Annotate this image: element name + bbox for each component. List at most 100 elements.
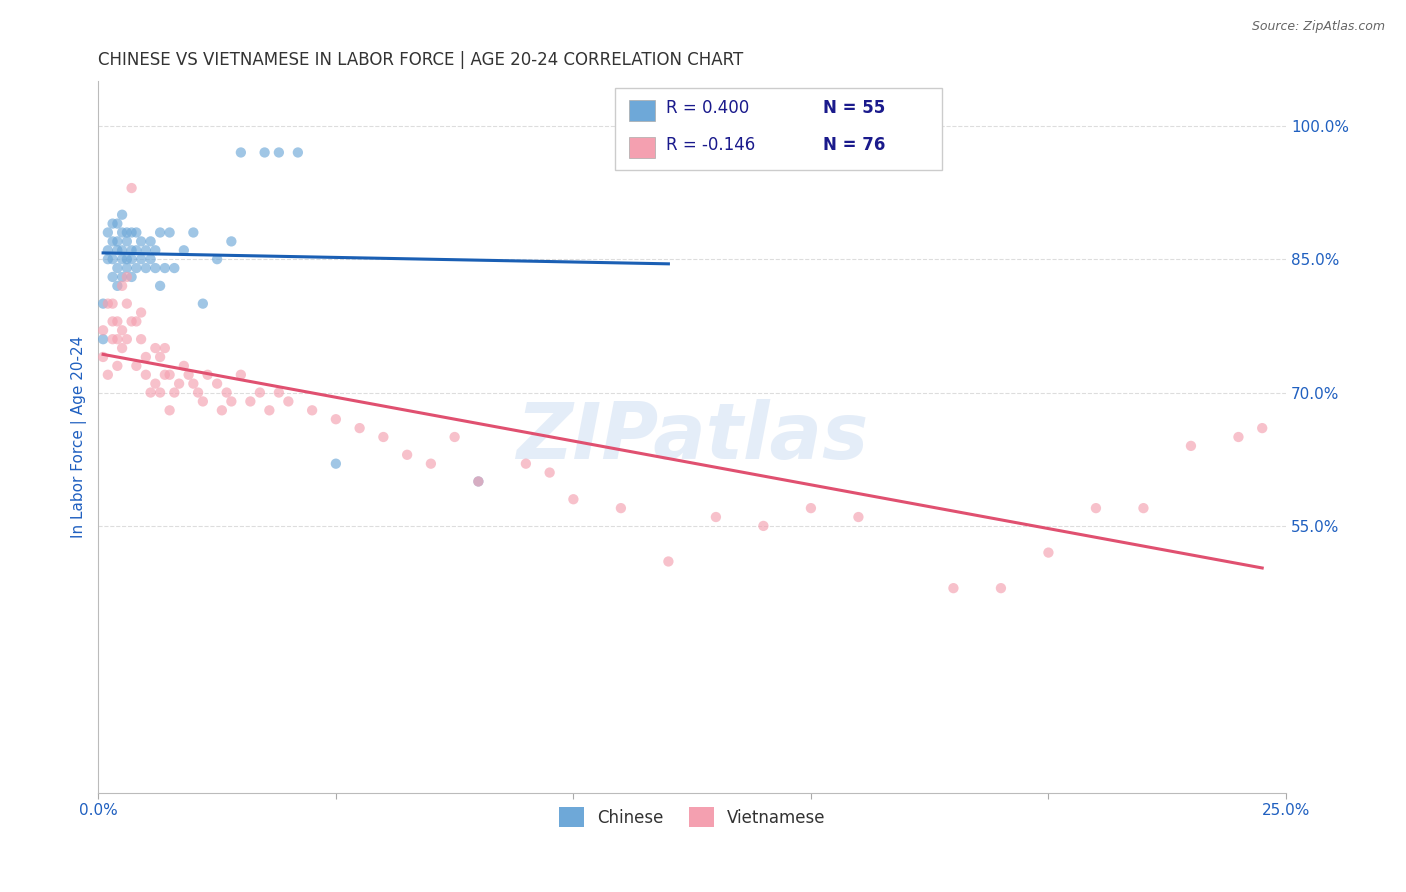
Point (97, 226, 120, 240)
Point (267, 385, 290, 400)
Point (173, 244, 195, 258)
Point (253, 145, 276, 160)
Point (149, 226, 172, 240)
Point (115, 261, 138, 276)
Point (990, 581, 1012, 595)
Point (373, 430, 395, 444)
Point (97, 296, 120, 310)
Point (167, 376, 190, 391)
Point (111, 341, 134, 355)
Point (139, 385, 162, 400)
Point (538, 466, 561, 480)
Point (942, 581, 965, 595)
Point (229, 368, 252, 382)
Point (101, 217, 124, 231)
Point (562, 492, 585, 507)
Point (115, 252, 138, 267)
Point (277, 394, 299, 409)
Point (105, 314, 128, 328)
Point (101, 235, 124, 249)
Point (848, 510, 870, 524)
Point (97, 368, 120, 382)
Point (121, 269, 143, 284)
Point (183, 226, 205, 240)
Point (349, 421, 371, 435)
Point (121, 244, 143, 258)
Point (115, 235, 138, 249)
Point (153, 341, 176, 355)
Point (704, 510, 727, 524)
Point (657, 145, 679, 160)
Point (153, 368, 176, 382)
Point (143, 244, 166, 258)
Point (101, 314, 124, 328)
Point (325, 457, 347, 471)
Point (135, 244, 157, 258)
Point (1132, 501, 1154, 516)
Point (215, 385, 238, 400)
Point (267, 145, 290, 160)
Point (211, 403, 233, 417)
Point (135, 261, 157, 276)
Point (101, 296, 124, 310)
Point (101, 252, 124, 267)
Point (239, 394, 262, 409)
Point (443, 430, 465, 444)
Point (111, 208, 134, 222)
Point (287, 145, 309, 160)
Point (125, 359, 148, 373)
Point (205, 376, 228, 391)
Point (467, 475, 489, 489)
Point (105, 235, 128, 249)
Point (111, 278, 134, 293)
Point (177, 368, 200, 382)
Point (91, 332, 114, 346)
Text: ZIPatlas: ZIPatlas (516, 399, 869, 475)
Point (101, 332, 124, 346)
Point (125, 314, 148, 328)
Point (1180, 439, 1202, 453)
Point (97, 252, 120, 267)
Text: R = 0.400: R = 0.400 (666, 99, 749, 118)
Point (159, 403, 181, 417)
Point (752, 519, 775, 533)
Point (149, 278, 172, 293)
Point (149, 350, 172, 364)
Text: N = 55: N = 55 (823, 99, 884, 118)
Point (135, 350, 157, 364)
Point (129, 332, 152, 346)
Point (1227, 430, 1250, 444)
Point (115, 269, 138, 284)
Point (221, 235, 243, 249)
Point (115, 332, 138, 346)
Point (125, 226, 148, 240)
Point (125, 244, 148, 258)
Point (111, 244, 134, 258)
Point (149, 385, 172, 400)
Point (105, 217, 128, 231)
Point (111, 269, 134, 284)
Point (191, 296, 214, 310)
Text: N = 76: N = 76 (823, 136, 886, 154)
Point (419, 457, 441, 471)
Point (657, 554, 679, 568)
Point (91, 323, 114, 337)
Point (115, 296, 138, 310)
Point (325, 412, 347, 426)
Point (301, 403, 323, 417)
Point (610, 501, 633, 516)
Point (800, 501, 823, 516)
Point (125, 261, 148, 276)
Point (101, 269, 124, 284)
Point (159, 368, 181, 382)
Point (121, 181, 143, 195)
Point (515, 457, 537, 471)
Point (115, 226, 138, 240)
Legend: Chinese, Vietnamese: Chinese, Vietnamese (553, 800, 832, 834)
Point (135, 368, 157, 382)
Point (129, 305, 152, 319)
Point (129, 235, 152, 249)
Text: CHINESE VS VIETNAMESE IN LABOR FORCE | AGE 20-24 CORRELATION CHART: CHINESE VS VIETNAMESE IN LABOR FORCE | A… (98, 51, 744, 69)
Text: R = -0.146: R = -0.146 (666, 136, 755, 154)
Point (91, 296, 114, 310)
